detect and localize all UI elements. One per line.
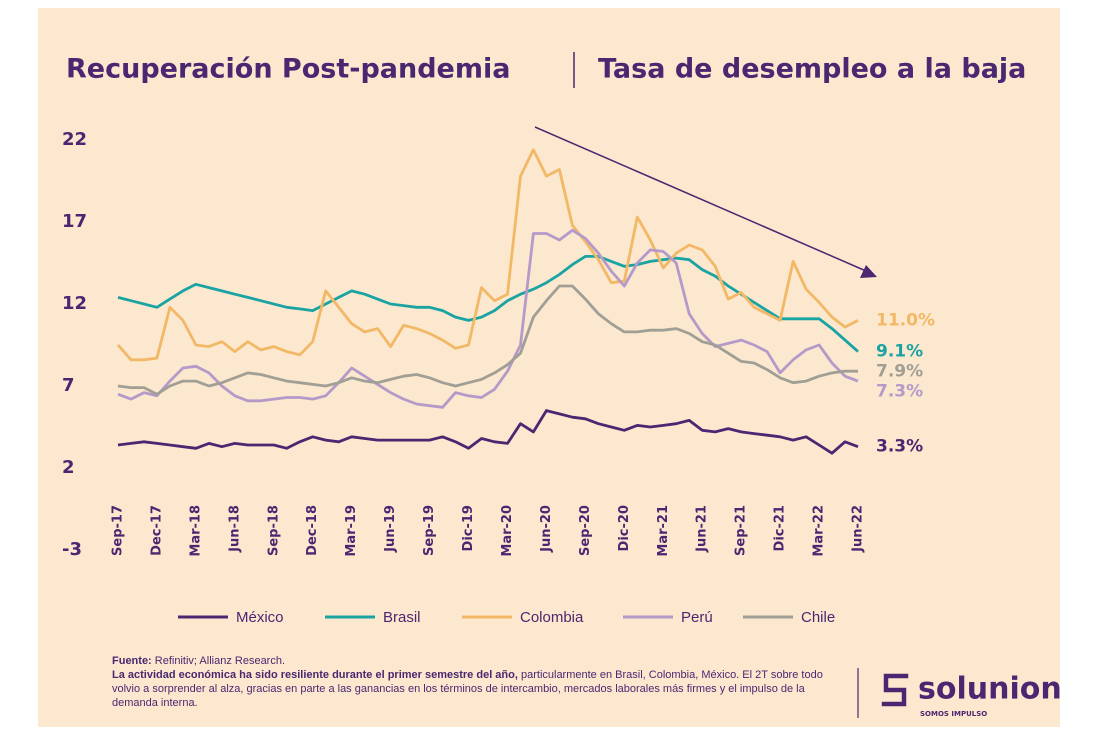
- background-panel: [38, 8, 1060, 727]
- series-line: [117, 228, 859, 409]
- series-line: [117, 254, 859, 353]
- trend-arrow: [534, 126, 867, 272]
- series-line: [117, 409, 859, 455]
- logo-name: solunion: [918, 672, 1062, 707]
- x-tick-label: Dec-17: [149, 505, 164, 556]
- x-tick-label: Dic-20: [617, 505, 632, 551]
- end-label: 11.0%: [876, 310, 935, 330]
- end-label: 7.3%: [876, 382, 923, 402]
- legend-label: México: [236, 609, 284, 626]
- y-tick-label: 12: [62, 293, 87, 314]
- legend-label: Brasil: [383, 609, 421, 626]
- x-tick-label: Dec-18: [305, 505, 320, 556]
- logo-tagline: SOMOS IMPULSO: [920, 710, 987, 718]
- series-line: [116, 148, 859, 362]
- x-tick-label: Sep-18: [266, 505, 281, 556]
- source-line: Fuente: Refinitiv; Allianz Research.: [112, 654, 852, 668]
- source: Refinitiv; Allianz Research.: [154, 655, 286, 667]
- legend-label: Perú: [681, 609, 713, 626]
- y-tick-label: 17: [62, 211, 87, 232]
- x-tick-label: Jun-22: [851, 505, 866, 553]
- x-tick-label: Jun-21: [695, 505, 710, 553]
- x-tick-label: Sep-21: [734, 505, 749, 556]
- chart-title: Recuperación Post-pandemia: [66, 54, 510, 85]
- x-tick-label: Mar-20: [500, 505, 515, 557]
- note: La actividad económica ha sido resilient…: [112, 668, 852, 710]
- end-label: 3.3%: [876, 437, 923, 457]
- y-tick-label: 2: [62, 457, 75, 478]
- source-label: Fuente:: [112, 655, 152, 667]
- x-tick-label: Dic-21: [773, 505, 788, 551]
- y-tick-label: 22: [62, 129, 87, 150]
- x-tick-label: Sep-19: [422, 505, 437, 556]
- legend-label: Colombia: [520, 609, 584, 626]
- end-label: 7.9%: [876, 362, 923, 382]
- x-tick-label: Dic-19: [461, 505, 476, 551]
- x-tick-label: Mar-22: [812, 505, 827, 557]
- x-tick-label: Jun-20: [539, 505, 554, 553]
- note-text: particularmente en Brasil, Colombia, Méx…: [112, 669, 823, 709]
- series-line: [117, 284, 858, 396]
- x-tick-label: Mar-21: [656, 505, 671, 557]
- trend-arrow-head: [860, 265, 877, 278]
- x-tick-label: Jun-18: [227, 505, 242, 553]
- chart-subtitle: Tasa de desempleo a la baja: [598, 54, 1026, 85]
- legend-label: Chile: [801, 609, 835, 626]
- y-tick-label: -3: [62, 539, 82, 560]
- y-tick-label: 7: [62, 375, 75, 396]
- x-tick-label: Mar-19: [344, 505, 359, 557]
- x-tick-label: Sep-17: [111, 505, 126, 556]
- footer: Fuente: Refinitiv; Allianz Research. La …: [112, 654, 852, 710]
- note-bold: La actividad económica ha sido resilient…: [112, 669, 518, 681]
- logo-icon: [881, 673, 909, 707]
- x-tick-label: Mar-18: [188, 505, 203, 557]
- x-tick-label: Sep-20: [578, 505, 593, 556]
- x-tick-label: Jun-19: [383, 505, 398, 553]
- end-label: 9.1%: [876, 342, 923, 362]
